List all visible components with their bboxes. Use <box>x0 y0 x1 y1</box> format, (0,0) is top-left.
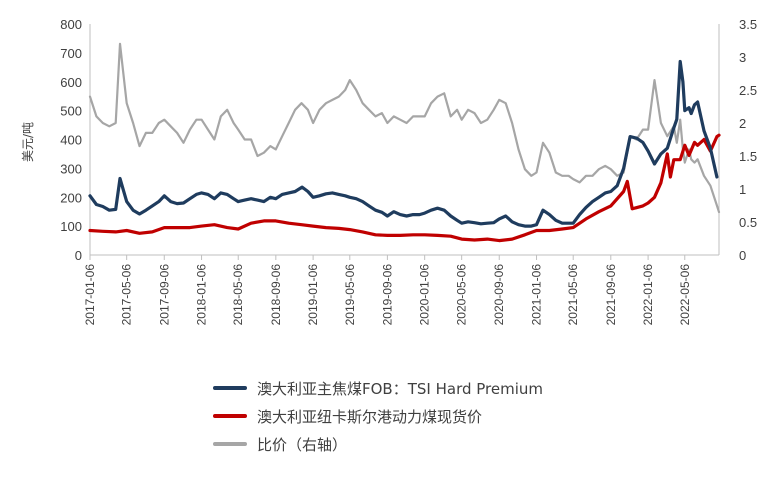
x-tick-label: 2022-01-06 <box>641 264 655 326</box>
legend-label: 比价（右轴） <box>257 435 348 454</box>
right-y-tick-label: 2.5 <box>739 83 757 98</box>
series-line-1 <box>88 133 721 243</box>
legend-item-ratio: 比价（右轴） <box>213 430 543 458</box>
x-tick-label: 2019-01-06 <box>306 264 320 326</box>
left-y-tick-label: 100 <box>60 219 82 234</box>
legend-label: 澳大利亚纽卡斯尔港动力煤现货价 <box>257 407 483 426</box>
x-tick-label: 2021-01-06 <box>530 264 544 326</box>
legend-item-thermal-coal: 澳大利亚纽卡斯尔港动力煤现货价 <box>213 402 543 430</box>
right-y-tick-label: 1.5 <box>739 149 757 164</box>
x-tick-label: 2017-09-06 <box>157 264 171 326</box>
x-tick-label: 2018-09-06 <box>269 264 283 326</box>
series-line-2 <box>88 42 721 214</box>
x-tick-label: 2022-05-06 <box>678 264 692 326</box>
right-y-tick-label: 3.5 <box>739 17 757 32</box>
legend-swatch <box>213 442 247 446</box>
left-y-tick-label: 800 <box>60 17 82 32</box>
right-y-tick-label: 3 <box>739 50 746 65</box>
right-y-tick-label: 1 <box>739 182 746 197</box>
x-tick-label: 2018-05-06 <box>231 264 245 326</box>
x-tick-label: 2018-01-06 <box>195 264 209 326</box>
x-tick-label: 2021-05-06 <box>566 264 580 326</box>
legend-swatch <box>213 386 247 390</box>
y-axis-label: 美元/吨 <box>21 122 35 162</box>
right-y-axis-ticks: 0 0.5 1 1.5 2 2.5 3 3.5 <box>739 17 757 263</box>
legend: 澳大利亚主焦煤FOB：TSI Hard Premium 澳大利亚纽卡斯尔港动力煤… <box>213 374 543 458</box>
x-tick-label: 2019-05-06 <box>343 264 357 326</box>
x-tick-label: 2019-09-06 <box>380 264 394 326</box>
x-tick-label: 2021-09-06 <box>604 264 618 326</box>
x-tick-label: 2020-09-06 <box>492 264 506 326</box>
x-tick-label: 2020-05-06 <box>455 264 469 326</box>
legend-label: 澳大利亚主焦煤FOB：TSI Hard Premium <box>257 379 544 398</box>
x-tick-label: 2017-01-06 <box>83 264 97 326</box>
legend-swatch <box>213 414 247 418</box>
left-y-tick-label: 700 <box>60 46 82 61</box>
left-y-tick-label: 600 <box>60 75 82 90</box>
left-y-tick-label: 300 <box>60 161 82 176</box>
left-y-tick-label: 0 <box>75 248 82 263</box>
x-axis-ticks: 2017-01-06 2017-05-06 2017-09-06 2018-01-06… <box>83 255 692 325</box>
series-line-0 <box>88 59 719 228</box>
left-y-tick-label: 200 <box>60 190 82 205</box>
right-y-tick-label: 2 <box>739 116 746 131</box>
left-y-tick-label: 400 <box>60 133 82 148</box>
legend-item-coking-coal: 澳大利亚主焦煤FOB：TSI Hard Premium <box>213 374 543 402</box>
right-y-tick-label: 0.5 <box>739 215 757 230</box>
x-tick-label: 2017-05-06 <box>120 264 134 326</box>
chart-axes <box>89 24 720 256</box>
left-y-tick-label: 500 <box>60 104 82 119</box>
right-y-tick-label: 0 <box>739 248 746 263</box>
left-y-axis-ticks: 0 100 200 300 400 500 600 700 800 <box>60 17 82 263</box>
x-tick-label: 2020-01-06 <box>418 264 432 326</box>
series-lines <box>88 42 721 243</box>
